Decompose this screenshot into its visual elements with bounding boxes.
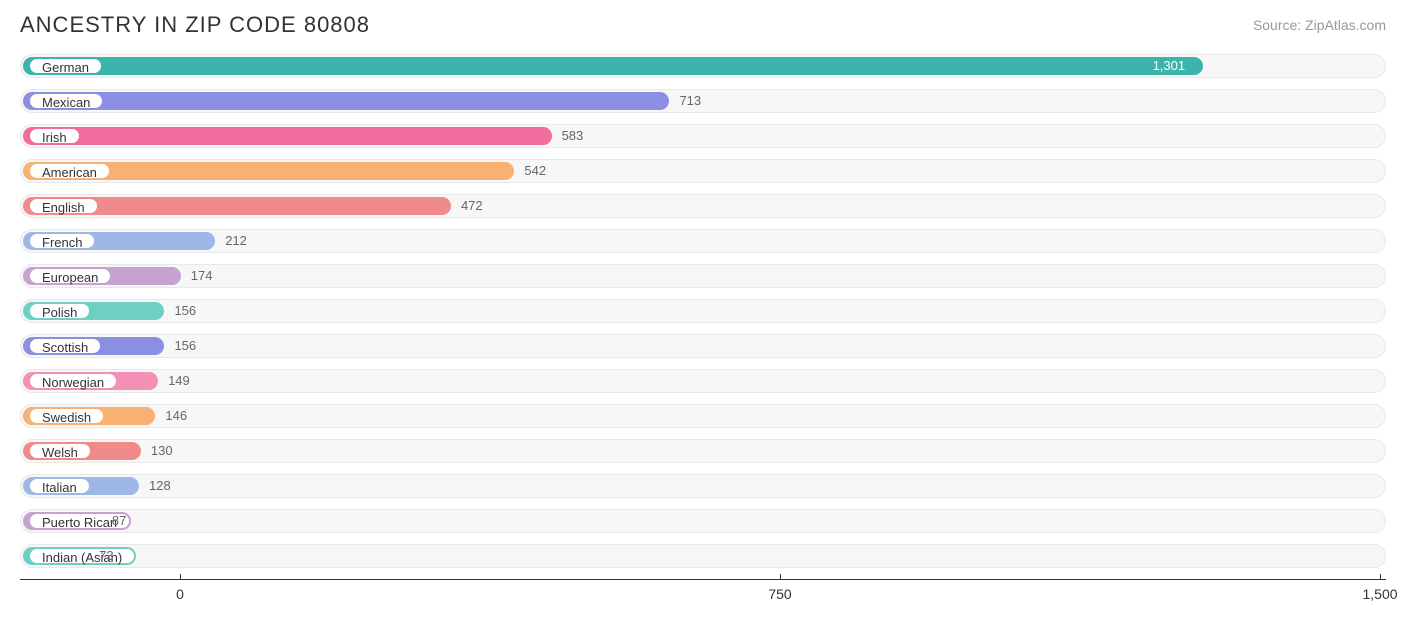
x-tick: [1380, 574, 1381, 580]
bar-row: Italian 128: [20, 474, 1386, 502]
bar-value: 542: [524, 162, 546, 180]
bar-label: Indian (Asian): [28, 547, 136, 565]
bar-label: Welsh: [28, 442, 92, 460]
bar-track: [20, 509, 1386, 533]
bar-label: American: [28, 162, 111, 180]
bar-label: Swedish: [28, 407, 105, 425]
bar-track: [20, 264, 1386, 288]
bar-value: 156: [174, 302, 196, 320]
bar-value: 130: [151, 442, 173, 460]
x-tick: [780, 574, 781, 580]
x-tick: [180, 574, 181, 580]
bar-row: Swedish 146: [20, 404, 1386, 432]
bar-row: Welsh 130: [20, 439, 1386, 467]
bar-label: Mexican: [28, 92, 104, 110]
bar-value: 713: [679, 92, 701, 110]
bar-track: [20, 299, 1386, 323]
bar-fill: [23, 57, 1203, 75]
bar-label: Norwegian: [28, 372, 118, 390]
bar-label: English: [28, 197, 99, 215]
bar-label: Italian: [28, 477, 91, 495]
bar-row: Irish 583: [20, 124, 1386, 152]
bar-row: Polish 156: [20, 299, 1386, 327]
x-axis: 07501,500: [20, 579, 1386, 609]
chart-source: Source: ZipAtlas.com: [1253, 17, 1386, 33]
bar-row: English 472: [20, 194, 1386, 222]
bar-value: 174: [191, 267, 213, 285]
bar-value: 87: [112, 512, 126, 530]
bar-label: Polish: [28, 302, 91, 320]
bar-track: [20, 474, 1386, 498]
chart-header: ANCESTRY IN ZIP CODE 80808 Source: ZipAt…: [0, 0, 1406, 46]
bar-label: German: [28, 57, 103, 75]
bar-row: American 542: [20, 159, 1386, 187]
x-tick-label: 1,500: [1362, 586, 1397, 602]
x-tick-label: 750: [768, 586, 791, 602]
chart-area: German 1,301 Mexican 713 Irish 583 American 542…: [0, 46, 1406, 572]
bar-label: French: [28, 232, 96, 250]
bar-value: 583: [562, 127, 584, 145]
bar-value: 472: [461, 197, 483, 215]
bar-fill: [23, 92, 669, 110]
bar-value: 1,301: [1153, 57, 1186, 75]
bar-row: Norwegian 149: [20, 369, 1386, 397]
bar-label: Irish: [28, 127, 81, 145]
bar-track: [20, 544, 1386, 568]
bar-row: Mexican 713: [20, 89, 1386, 117]
bar-fill: [23, 127, 552, 145]
bar-value: 73: [99, 547, 113, 565]
x-tick-label: 0: [176, 586, 184, 602]
bar-row: European 174: [20, 264, 1386, 292]
bar-label: European: [28, 267, 112, 285]
bar-track: [20, 334, 1386, 358]
bar-track: [20, 439, 1386, 463]
bar-label: Scottish: [28, 337, 102, 355]
bar-row: Indian (Asian)73: [20, 544, 1386, 572]
bar-row: German 1,301: [20, 54, 1386, 82]
bar-value: 146: [165, 407, 187, 425]
bar-value: 156: [174, 337, 196, 355]
bar-value: 149: [168, 372, 190, 390]
bar-value: 128: [149, 477, 171, 495]
bar-track: [20, 369, 1386, 393]
bar-row: French 212: [20, 229, 1386, 257]
chart-title: ANCESTRY IN ZIP CODE 80808: [20, 12, 370, 38]
bar-track: [20, 404, 1386, 428]
bar-row: Puerto Rican87: [20, 509, 1386, 537]
bar-row: Scottish 156: [20, 334, 1386, 362]
bar-value: 212: [225, 232, 247, 250]
